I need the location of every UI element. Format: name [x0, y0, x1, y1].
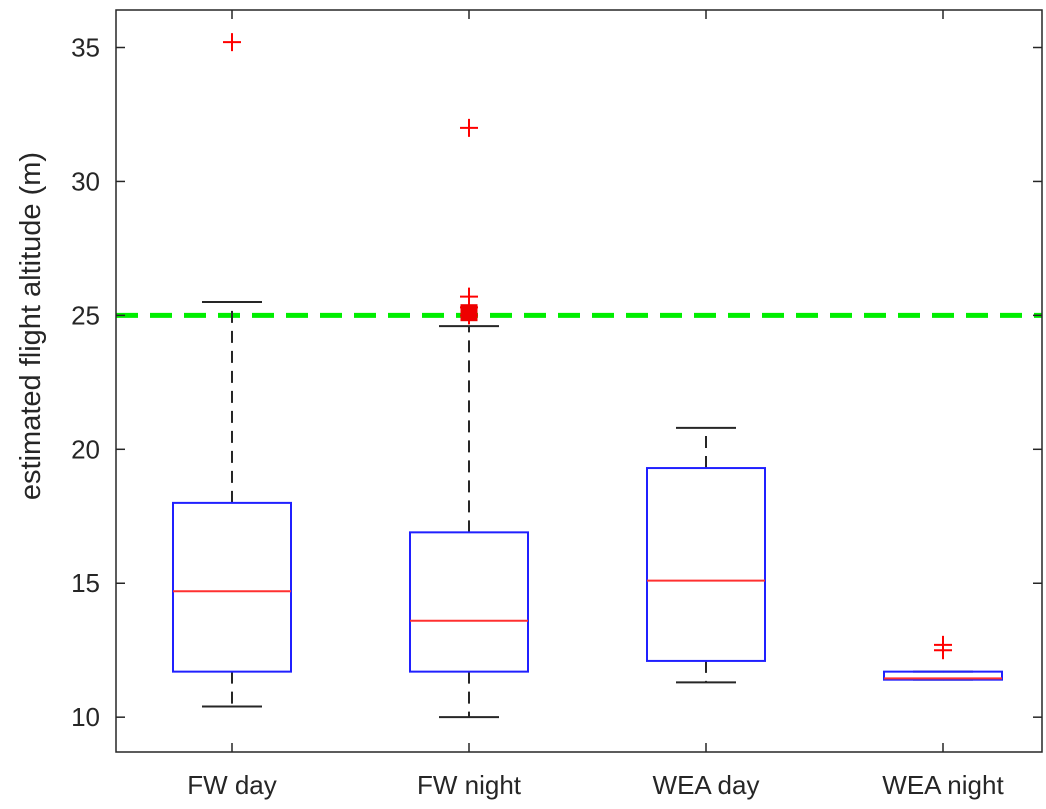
y-tick-label: 20	[71, 434, 100, 464]
axes-frame	[115, 9, 1043, 753]
box-wea-day	[646, 467, 766, 662]
y-axis-title: estimated flight altitude (m)	[15, 152, 47, 500]
box-fw-day	[172, 501, 292, 673]
y-tick-label: 25	[71, 300, 100, 330]
x-tick-label: FW night	[417, 770, 522, 800]
plot-background	[116, 10, 1042, 752]
x-tick-label: FW day	[187, 770, 277, 800]
y-tick-label: 15	[71, 568, 100, 598]
y-tick-label: 30	[71, 166, 100, 196]
highlight-marker	[460, 304, 478, 322]
x-tick-label: WEA night	[882, 770, 1004, 800]
y-tick-label: 35	[71, 33, 100, 63]
outlier-wea-night	[934, 641, 952, 660]
box-fw-night	[409, 531, 529, 673]
box-wea-night	[883, 670, 1003, 681]
x-tick-label: WEA day	[653, 770, 760, 800]
outlier-fw-day	[223, 33, 241, 52]
y-tick-label: 10	[71, 702, 100, 732]
outlier-fw-night	[460, 118, 478, 137]
